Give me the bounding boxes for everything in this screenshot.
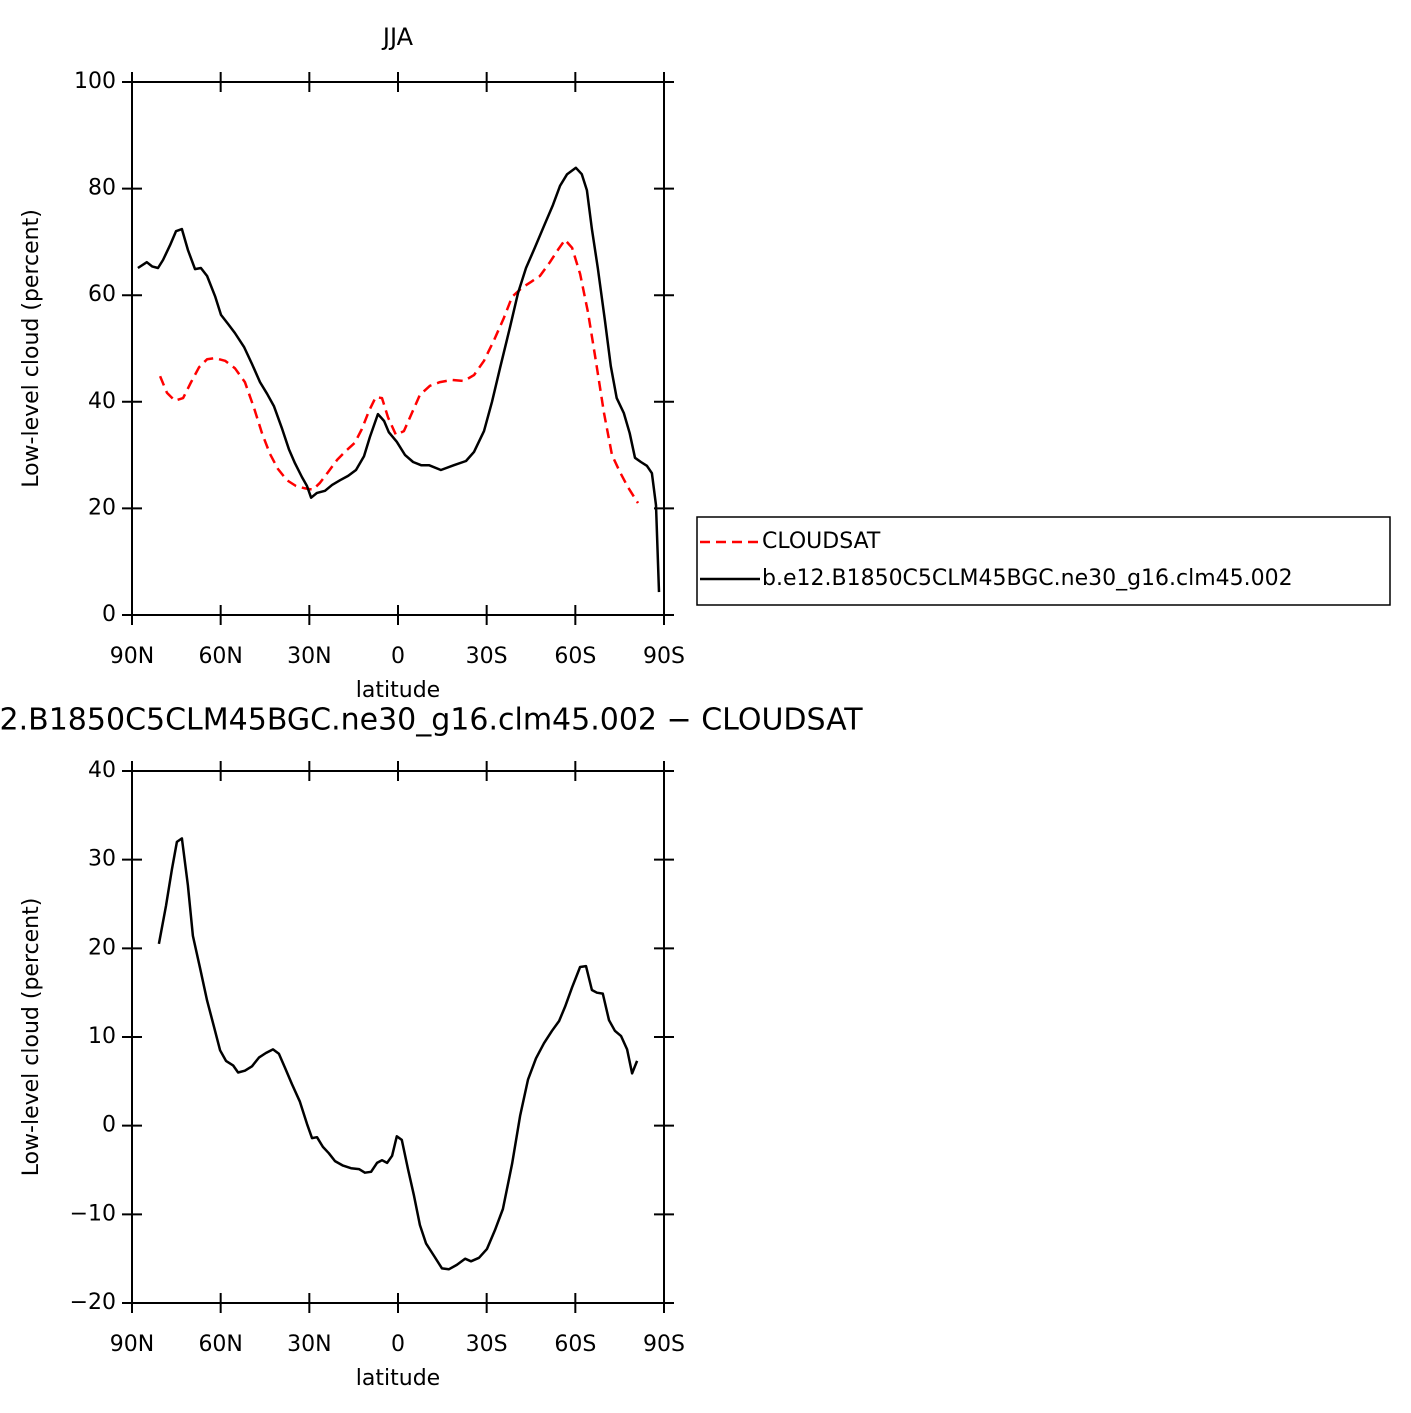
x-tick-label: 90S bbox=[643, 1332, 685, 1357]
y-tick-label: 40 bbox=[88, 758, 116, 783]
x-tick-label: 30N bbox=[287, 644, 331, 669]
x-tick-label: 60N bbox=[198, 644, 242, 669]
chart-title: JJA bbox=[381, 23, 414, 51]
y-tick-label: 100 bbox=[74, 69, 116, 94]
x-tick-label: 60N bbox=[198, 1332, 242, 1357]
x-tick-label: 90N bbox=[110, 644, 154, 669]
chart-title: b.e12.B1850C5CLM45BGC.ne30_g16.clm45.002… bbox=[0, 703, 863, 738]
x-tick-label: 0 bbox=[391, 644, 405, 669]
data-line bbox=[137, 166, 661, 593]
y-tick-label: −10 bbox=[70, 1201, 116, 1226]
y-tick-label: 40 bbox=[88, 389, 116, 414]
y-tick-label: 30 bbox=[88, 847, 116, 872]
x-tick-label: 90N bbox=[110, 1332, 154, 1357]
y-tick-label: 80 bbox=[88, 176, 116, 201]
legend-label: CLOUDSAT bbox=[762, 529, 881, 554]
legend: CLOUDSAT b.e12.B1850C5CLM45BGC.ne30_g16.c… bbox=[696, 516, 1391, 606]
y-tick-label: 0 bbox=[102, 602, 116, 627]
y-tick-label: 0 bbox=[102, 1113, 116, 1138]
x-axis-label: latitude bbox=[356, 678, 440, 703]
x-tick-label: 30S bbox=[466, 1332, 508, 1357]
x-tick-label: 60S bbox=[554, 644, 596, 669]
data-line bbox=[157, 837, 639, 1271]
y-axis-label: Low-level cloud (percent) bbox=[19, 209, 44, 488]
y-tick-label: 20 bbox=[88, 935, 116, 960]
x-tick-label: 0 bbox=[391, 1332, 405, 1357]
x-axis-label: latitude bbox=[356, 1366, 440, 1391]
x-tick-label: 30N bbox=[287, 1332, 331, 1357]
legend-box bbox=[696, 516, 1391, 606]
y-tick-label: 20 bbox=[88, 495, 116, 520]
x-tick-label: 60S bbox=[554, 1332, 596, 1357]
x-tick-label: 30S bbox=[466, 644, 508, 669]
y-axis-label: Low-level cloud (percent) bbox=[19, 898, 44, 1177]
y-tick-label: −20 bbox=[70, 1290, 116, 1315]
y-tick-label: 60 bbox=[88, 282, 116, 307]
plot-frame bbox=[131, 81, 665, 616]
y-tick-label: 10 bbox=[88, 1024, 116, 1049]
data-line bbox=[158, 238, 640, 504]
x-tick-label: 90S bbox=[643, 644, 685, 669]
plot-frame bbox=[131, 770, 665, 1304]
legend-label: b.e12.B1850C5CLM45BGC.ne30_g16.clm45.002 bbox=[762, 566, 1293, 591]
